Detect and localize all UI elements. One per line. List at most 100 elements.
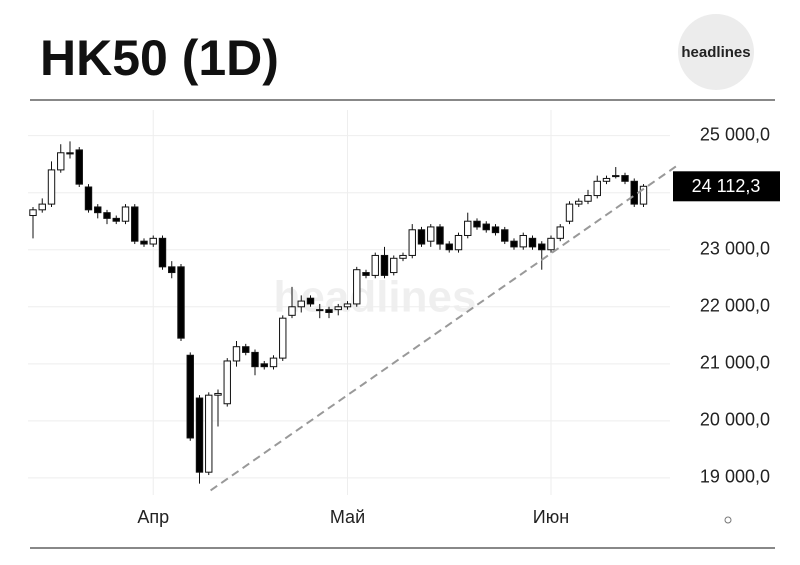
candle (288, 286, 296, 319)
candle (362, 269, 370, 279)
candle-body (112, 217, 120, 222)
candle (251, 349, 259, 376)
candle-body (242, 346, 250, 353)
candle (177, 264, 185, 341)
candle-body (371, 254, 379, 276)
candle (334, 303, 342, 316)
candle-body (103, 212, 111, 219)
candle-body (149, 237, 157, 245)
candle-body (621, 175, 629, 182)
candle (630, 178, 638, 207)
y-tick-label: 25 000,0 (700, 124, 770, 144)
candle-body (501, 229, 509, 242)
candle (195, 395, 204, 484)
candle-body (223, 360, 231, 405)
last-price-box (673, 171, 780, 202)
candle-body (380, 254, 389, 276)
candle (269, 355, 278, 370)
x-tick-label: Май (330, 507, 365, 527)
candle (223, 358, 231, 407)
candle-body (473, 220, 481, 228)
candle-body (528, 237, 537, 248)
candle-body (131, 206, 139, 242)
candle-body (547, 237, 555, 251)
candle (584, 189, 592, 205)
candle-body (639, 185, 648, 205)
trendline (210, 165, 677, 492)
candle (121, 204, 130, 225)
candle-body (556, 226, 564, 239)
candle (140, 238, 148, 247)
candle (510, 238, 518, 250)
candle (260, 360, 268, 370)
candle (112, 215, 120, 225)
candle-body (482, 223, 490, 231)
candle-body (75, 149, 83, 185)
candle (94, 204, 102, 219)
candle-body (612, 175, 620, 178)
candle-body (214, 392, 222, 396)
candle-body (168, 266, 176, 274)
candle (38, 198, 46, 213)
candle-body (232, 346, 241, 362)
candle (29, 206, 37, 239)
y-tick-label: 20 000,0 (700, 410, 770, 430)
candle-body (427, 226, 435, 242)
candle (538, 241, 546, 270)
candle-body (288, 306, 296, 316)
candle (186, 352, 194, 441)
candle-body (260, 363, 268, 368)
candle-body (575, 200, 583, 205)
candle-body (251, 351, 259, 368)
logo-circle (678, 14, 754, 90)
candle (528, 235, 537, 250)
candle-body (445, 243, 453, 251)
last-price-label: 24 112,3 (692, 176, 761, 196)
candle (168, 261, 176, 279)
candle-body (417, 229, 426, 245)
candle (565, 201, 574, 225)
candle-body (279, 317, 287, 359)
candle (593, 175, 601, 199)
candle-body (399, 254, 407, 259)
y-tick-label: 22 000,0 (700, 296, 770, 316)
candle (149, 235, 157, 247)
candle (491, 224, 500, 236)
settings-icon (724, 516, 732, 524)
candle-body (454, 234, 463, 251)
candle-body (38, 203, 46, 211)
candle (279, 315, 287, 361)
y-tick-label: 23 000,0 (700, 238, 770, 258)
candle-body (186, 354, 194, 439)
candle-body (205, 394, 213, 473)
candle (47, 161, 56, 207)
candle-body (491, 226, 500, 234)
candle-body (538, 243, 546, 251)
candle-body (158, 237, 167, 268)
candle (158, 235, 167, 270)
candle (445, 241, 453, 253)
candle (84, 184, 93, 213)
x-tick-label: Июн (533, 507, 569, 527)
candle-body (353, 269, 361, 305)
candle (473, 218, 481, 230)
candle (353, 266, 361, 307)
candle-body (343, 303, 352, 308)
candle-body (510, 240, 518, 248)
candle (242, 343, 250, 356)
candle-body (334, 306, 342, 311)
y-tick-label: 21 000,0 (700, 353, 770, 373)
candle (519, 232, 527, 250)
candle (417, 226, 426, 247)
candle-body (29, 209, 37, 217)
candle (214, 389, 222, 427)
y-tick-label: 19 000,0 (700, 467, 770, 487)
candle-body (408, 229, 416, 256)
candle-body (325, 309, 333, 313)
candle-body (140, 240, 148, 245)
x-tick-label: Апр (137, 507, 169, 527)
candle-body (519, 234, 527, 248)
candle (66, 141, 74, 159)
candle-body (47, 169, 56, 205)
